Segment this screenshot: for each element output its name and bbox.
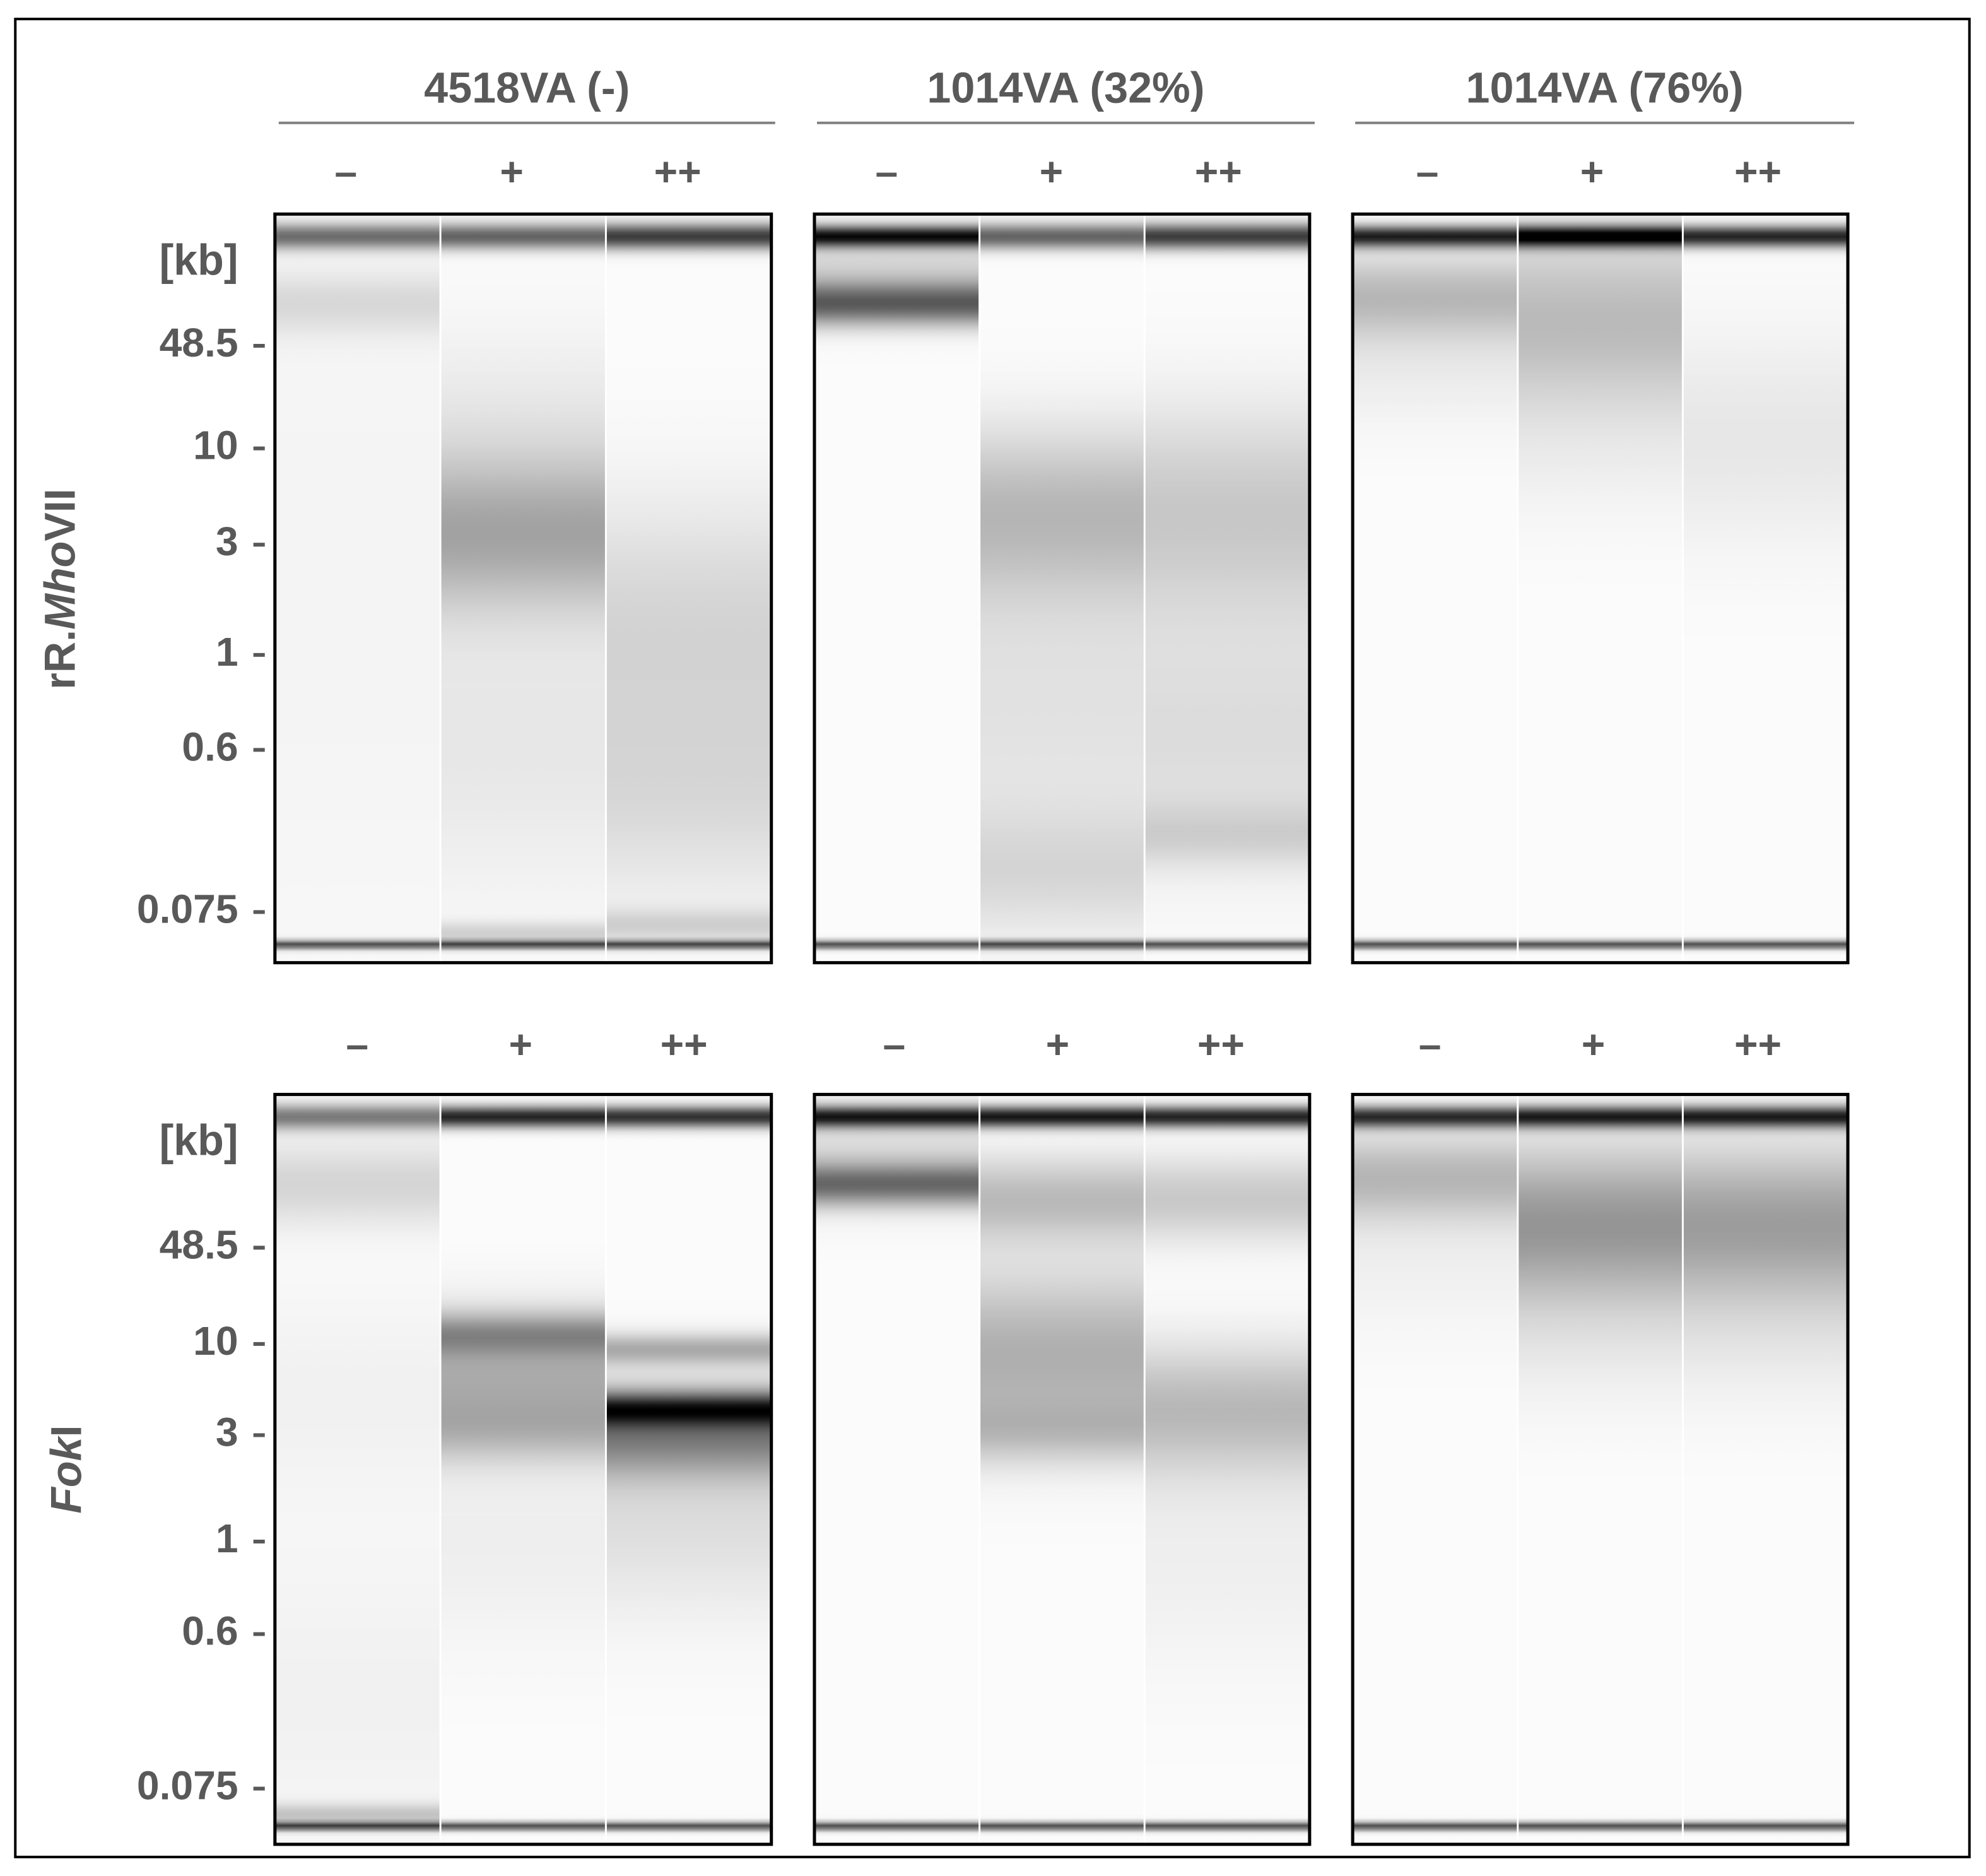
column-title: 1014VA (32%) [927,64,1204,112]
unit-label: [kb] [159,1117,238,1165]
lane-label: ++ [1734,1022,1782,1067]
lane-label: – [1416,149,1439,194]
gel-lane [440,1094,606,1844]
gel-panel-border [273,1092,773,1846]
lane-label: ++ [1195,149,1242,194]
gel-lane [1144,214,1310,963]
gel-lane [1517,1094,1683,1844]
gel-lane [274,214,441,963]
lane-label: + [1582,1022,1606,1067]
gel-panel-border [813,1092,1312,1846]
lane-label: ++ [661,1022,708,1067]
lane-label: + [500,149,524,194]
lane-label: – [883,1022,906,1067]
gel-lane [1517,214,1683,963]
column-title: 4518VA (-) [424,64,630,112]
ladder-label: 0.6 [182,724,238,769]
lane-label: + [508,1022,532,1067]
column-title: 1014VA (76%) [1466,64,1744,112]
lane-label: – [334,149,357,194]
ladder-label: 1 [216,629,238,675]
lane-label: + [1580,149,1604,194]
row-label-part: VII [37,488,85,541]
ladder-label: 3 [216,519,238,564]
gel-lane [440,214,606,963]
unit-label: [kb] [159,237,238,285]
ladder-label: 0.075 [137,886,238,931]
figure-border [14,18,1971,1858]
lane-label: – [876,149,898,194]
row-label-part: rR. [37,630,85,690]
lane-label: ++ [654,149,702,194]
lane-label: ++ [1734,149,1782,194]
gel-lane [1683,1094,1848,1844]
lane-label: + [1040,149,1064,194]
lane-label: + [1046,1022,1070,1067]
ladder-label: 3 [216,1409,238,1454]
gel-lane [606,214,772,963]
lane-label: – [346,1022,368,1067]
gel-lane [1353,214,1518,963]
gel-lane [814,214,980,963]
ladder-label: 48.5 [160,320,238,365]
ladder-label: 10 [193,423,238,468]
ladder-label: 48.5 [160,1222,238,1267]
gel-lane [1144,1094,1310,1844]
gel-lane [1683,214,1848,963]
gel-lane [1353,1094,1518,1844]
gel-panel-border [273,212,773,965]
row-label-part: Fok [43,1435,91,1513]
gel-lane [979,214,1145,963]
ladder-label: 0.6 [182,1608,238,1654]
ladder-label: 1 [216,1516,238,1561]
gel-panel-border [813,212,1312,965]
ladder-label: 0.075 [137,1762,238,1808]
gel-panel-border [1351,212,1850,965]
gel-lane [979,1094,1145,1844]
row-label-part: I [43,1425,91,1437]
row-label: FokI [43,1425,91,1513]
ladder-label: 10 [193,1318,238,1364]
gel-lane [274,1094,441,1844]
row-label-part: Mho [37,541,85,630]
gel-lane [606,1094,772,1844]
lane-label: – [1419,1022,1442,1067]
gel-lane [814,1094,980,1844]
gel-panel-border [1351,1092,1850,1846]
lane-label: ++ [1197,1022,1245,1067]
row-label: rR.MhoVII [37,488,85,690]
